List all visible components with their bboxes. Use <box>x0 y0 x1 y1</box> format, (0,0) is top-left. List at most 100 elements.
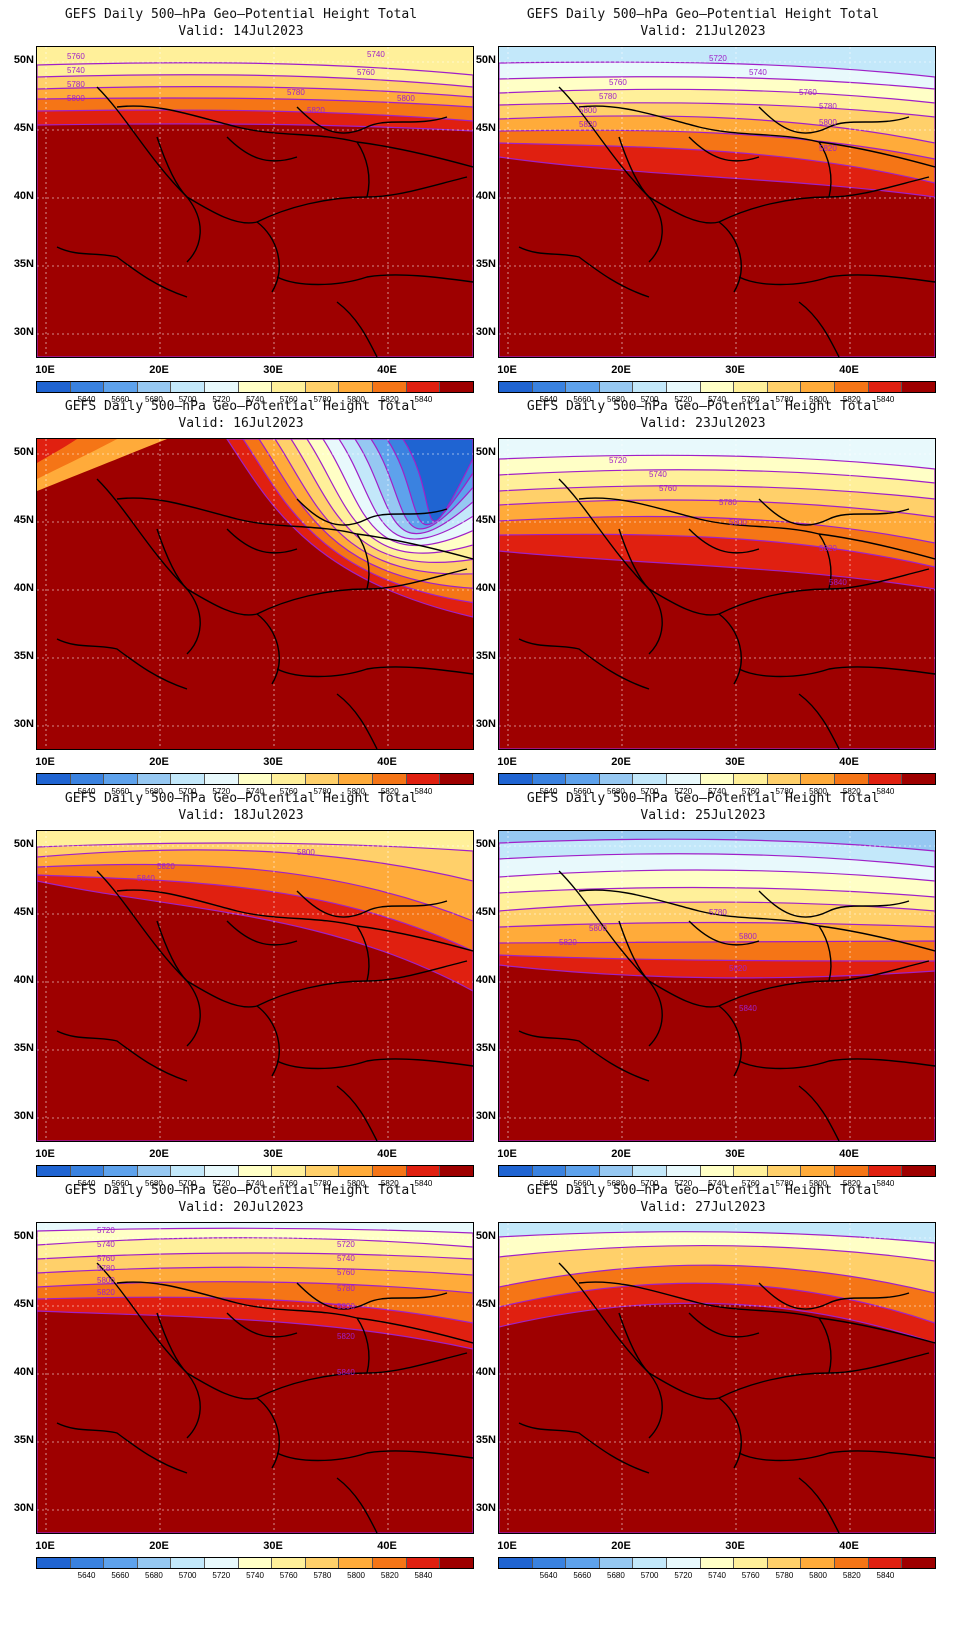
colorbar-swatch <box>532 774 567 784</box>
colorbar-label: 5640 <box>539 1179 558 1188</box>
colorbar-label: 5640 <box>539 395 558 404</box>
colorbar-label: 5820 <box>380 1179 399 1188</box>
lat-label: 45N <box>13 906 34 918</box>
coastline <box>296 890 448 918</box>
contour-label: 5740 <box>337 1254 355 1263</box>
contour-label: 5760 <box>67 52 85 61</box>
colorbar-swatch <box>37 382 71 392</box>
colorbar <box>498 1165 936 1177</box>
contour-label: 5800 <box>337 1302 355 1311</box>
panel-valid-date: Valid: 14Jul2023 <box>178 24 304 39</box>
panel-valid-date: Valid: 18Jul2023 <box>178 808 304 823</box>
colorbar-swatch <box>566 1166 600 1176</box>
lat-label: 40N <box>475 190 496 202</box>
contour-band <box>37 123 473 357</box>
lat-label: 50N <box>475 838 496 850</box>
colorbar-label: 5700 <box>178 395 197 404</box>
lat-label: 40N <box>13 1366 34 1378</box>
colorbar-swatch <box>767 1166 802 1176</box>
contour-label: 5780 <box>67 80 85 89</box>
panel-title: GEFS Daily 500–hPa Geo–Potential Height … <box>64 399 418 414</box>
colorbar-label: 5700 <box>640 1571 659 1580</box>
lon-label: 10E <box>497 364 517 376</box>
map-panel: GEFS Daily 500–hPa Geo–Potential Height … <box>462 0 944 410</box>
colorbar-swatch <box>902 1558 935 1568</box>
lat-label: 40N <box>13 974 34 986</box>
colorbar-swatch <box>205 1558 239 1568</box>
coastline <box>276 274 473 286</box>
colorbar-label: 5740 <box>708 1571 726 1580</box>
colorbar-label: 5660 <box>111 1179 130 1188</box>
colorbar-swatch <box>633 774 668 784</box>
colorbar <box>498 1557 936 1569</box>
lat-label: 30N <box>13 326 34 338</box>
coastline <box>296 498 448 526</box>
colorbar-label: 5680 <box>145 787 163 796</box>
contour-label: 5800 <box>579 106 597 115</box>
colorbar-label: 5800 <box>809 1571 827 1580</box>
colorbar-swatch <box>171 774 206 784</box>
lon-label: 40E <box>839 756 859 768</box>
colorbar-swatch <box>868 382 903 392</box>
contour-label: 5800 <box>739 932 757 941</box>
colorbar-swatch <box>373 1558 407 1568</box>
coastline <box>798 1477 840 1533</box>
lon-label: 10E <box>35 364 55 376</box>
coastline <box>798 301 840 357</box>
lon-label: 40E <box>839 1540 859 1552</box>
colorbar <box>498 773 936 785</box>
panel-valid-date: Valid: 25Jul2023 <box>640 808 766 823</box>
colorbar-label: 5680 <box>607 787 625 796</box>
map-panel: GEFS Daily 500–hPa Geo–Potential Height … <box>0 1176 482 1586</box>
colorbar-label: 5780 <box>313 1179 332 1188</box>
colorbar-swatch <box>801 382 836 392</box>
panel-title: GEFS Daily 500–hPa Geo–Potential Height … <box>526 399 880 414</box>
coastline <box>818 141 832 198</box>
colorbar-label: 5820 <box>842 1571 861 1580</box>
lat-label: 30N <box>475 718 496 730</box>
colorbar-swatch <box>700 1558 735 1568</box>
colorbar-swatch <box>37 1558 71 1568</box>
lon-label: 20E <box>611 756 631 768</box>
lon-label: 10E <box>497 756 517 768</box>
colorbar-label: 5680 <box>607 1571 625 1580</box>
colorbar-swatch <box>406 1558 441 1568</box>
contour-label: 5800 <box>589 924 607 933</box>
colorbar-swatch <box>532 1558 567 1568</box>
lon-label: 10E <box>35 1540 55 1552</box>
colorbar-swatch <box>171 1166 206 1176</box>
coastline <box>156 920 188 982</box>
colorbar-label: 5820 <box>842 787 861 796</box>
contour-label: 5820 <box>157 862 175 871</box>
colorbar-swatch <box>835 382 869 392</box>
colorbar-label: 5720 <box>674 1571 693 1580</box>
contour-label: 5760 <box>609 78 627 87</box>
contour-label: 5720 <box>97 1226 115 1235</box>
colorbar-swatch <box>406 774 441 784</box>
colorbar-swatch <box>499 382 533 392</box>
colorbar-swatch <box>835 774 869 784</box>
contour-label: 5840 <box>739 1004 757 1013</box>
colorbar-swatch <box>667 1558 701 1568</box>
colorbar-swatch <box>406 1166 441 1176</box>
contour-label: 5720 <box>337 1240 355 1249</box>
lon-label: 10E <box>497 1148 517 1160</box>
contour-band <box>499 550 935 749</box>
lat-label: 35N <box>13 650 34 662</box>
lat-label: 35N <box>13 1042 34 1054</box>
colorbar-swatch <box>104 774 138 784</box>
colorbar-label: 5820 <box>380 787 399 796</box>
colorbar-label: 5840 <box>414 787 433 796</box>
colorbar-swatch <box>566 1558 600 1568</box>
lon-label: 30E <box>725 364 745 376</box>
colorbar-label: 5840 <box>876 787 895 796</box>
contour-label: 5820 <box>579 120 597 129</box>
coastline <box>688 1312 760 1338</box>
lat-label: 30N <box>13 1110 34 1122</box>
colorbar-swatch <box>440 1558 473 1568</box>
lon-label: 20E <box>149 1148 169 1160</box>
colorbar-swatch <box>373 382 407 392</box>
lat-label: 50N <box>13 1230 34 1242</box>
colorbar-swatch <box>37 1166 71 1176</box>
colorbar-label: 5820 <box>380 395 399 404</box>
